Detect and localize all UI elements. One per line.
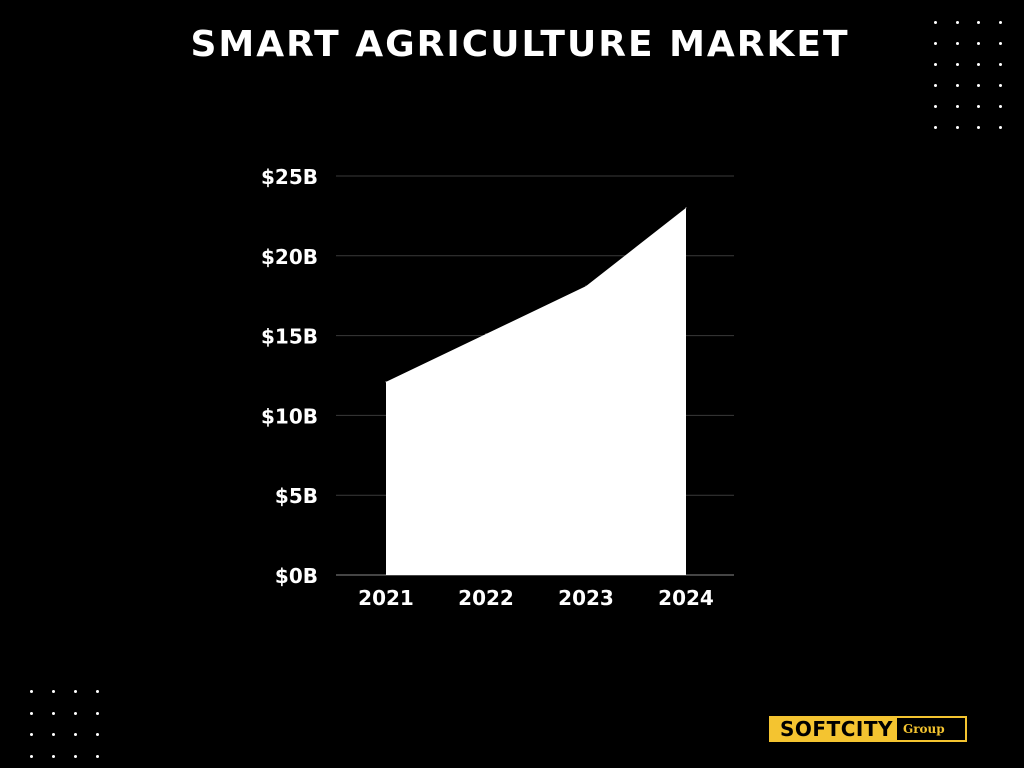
decorative-dot-grid-top-right [934, 21, 1002, 129]
x-tick-label: 2022 [458, 586, 514, 610]
x-tick-label: 2024 [658, 586, 714, 610]
area-vertex-point [385, 381, 387, 383]
area-fill [386, 207, 686, 576]
x-tick-label: 2023 [558, 586, 614, 610]
y-tick-label: $20B [261, 245, 318, 269]
y-tick-label: $15B [261, 325, 318, 349]
x-axis-tick-labels: 2021 2022 2023 2024 [358, 586, 714, 610]
decorative-dot-grid-bottom-left [30, 690, 99, 758]
logo-subtext: Group [902, 722, 945, 736]
page-title: SMART AGRICULTURE MARKET [190, 24, 850, 65]
area-vertex-point [485, 333, 487, 335]
series-area [385, 207, 687, 576]
logo-wordmark: SOFTCITY [771, 717, 897, 741]
y-tick-label: $0B [275, 564, 318, 588]
y-axis-tick-labels: $0B $5B $10B $15B $20B $25B [261, 165, 318, 588]
area-vertex-point [585, 285, 587, 287]
softcity-group-logo: SOFTCITY Group [769, 716, 967, 742]
area-vertex-point [685, 207, 687, 209]
y-tick-label: $5B [275, 484, 318, 508]
y-tick-label: $25B [261, 165, 318, 189]
x-tick-label: 2021 [358, 586, 414, 610]
y-tick-label: $10B [261, 404, 318, 428]
